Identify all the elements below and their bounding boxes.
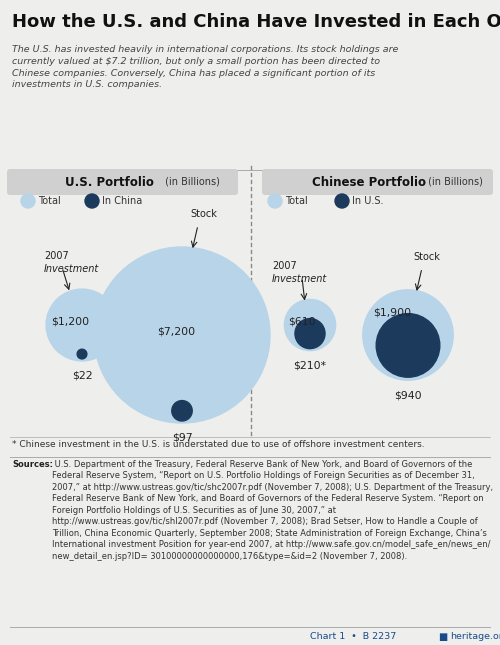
Text: Sources:: Sources:: [12, 460, 53, 469]
Text: In China: In China: [102, 196, 142, 206]
Text: Total: Total: [38, 196, 61, 206]
Text: Chart 1  •  B 2237: Chart 1 • B 2237: [310, 632, 396, 641]
Text: $7,200: $7,200: [157, 326, 195, 336]
Text: ■: ■: [438, 632, 448, 642]
Text: Stock: Stock: [190, 209, 217, 219]
Circle shape: [46, 289, 118, 361]
Text: $210*: $210*: [294, 361, 326, 371]
Text: U.S. Portfolio: U.S. Portfolio: [65, 175, 154, 188]
Text: * Chinese investment in the U.S. is understated due to use of offshore investmen: * Chinese investment in the U.S. is unde…: [12, 440, 424, 449]
Text: How the U.S. and China Have Invested in Each Other: How the U.S. and China Have Invested in …: [12, 13, 500, 31]
Text: $97: $97: [172, 433, 192, 443]
Circle shape: [172, 401, 192, 421]
Circle shape: [94, 247, 270, 423]
Text: Stock: Stock: [413, 252, 440, 262]
Text: 2007: 2007: [272, 261, 297, 272]
Circle shape: [376, 313, 440, 377]
Circle shape: [85, 194, 99, 208]
Circle shape: [335, 194, 349, 208]
FancyBboxPatch shape: [262, 169, 493, 195]
Text: Total: Total: [285, 196, 308, 206]
Text: $1,900: $1,900: [373, 308, 411, 318]
Text: $22: $22: [72, 371, 92, 381]
FancyBboxPatch shape: [7, 169, 238, 195]
Text: 2007: 2007: [44, 251, 69, 261]
Text: $610: $610: [288, 316, 316, 326]
Text: $1,200: $1,200: [51, 316, 89, 326]
Text: In U.S.: In U.S.: [352, 196, 384, 206]
Text: Investment: Investment: [44, 264, 99, 274]
Text: (in Billions): (in Billions): [425, 177, 483, 187]
Text: (in Billions): (in Billions): [162, 177, 220, 187]
Circle shape: [77, 349, 87, 359]
Circle shape: [284, 299, 336, 351]
Text: Investment: Investment: [272, 274, 327, 284]
Circle shape: [295, 319, 325, 348]
Text: The U.S. has invested heavily in international corporations. Its stock holdings : The U.S. has invested heavily in interna…: [12, 45, 398, 90]
Text: $940: $940: [394, 390, 422, 400]
Text: Chinese Portfolio: Chinese Portfolio: [312, 175, 426, 188]
Text: heritage.org: heritage.org: [450, 632, 500, 641]
Circle shape: [268, 194, 282, 208]
Circle shape: [21, 194, 35, 208]
Text: U.S. Department of the Treasury, Federal Reserve Bank of New York, and Board of : U.S. Department of the Treasury, Federal…: [52, 460, 493, 561]
Circle shape: [363, 290, 453, 380]
